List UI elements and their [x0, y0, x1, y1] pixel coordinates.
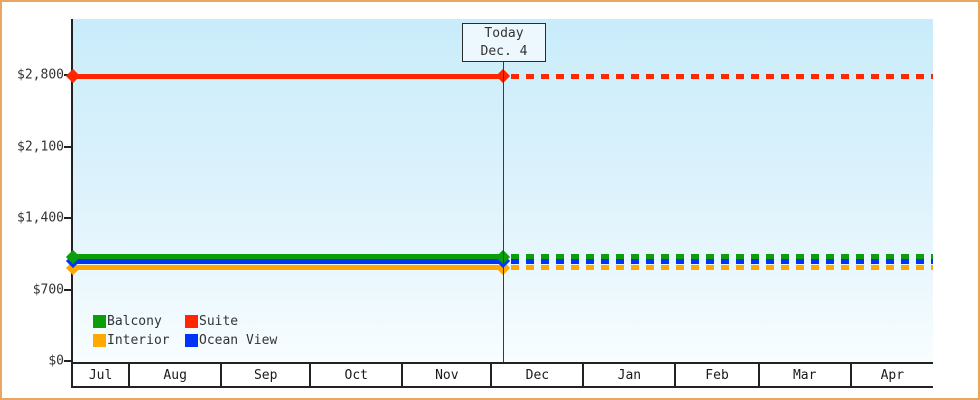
today-date: Dec. 4	[480, 44, 528, 59]
legend-label: Suite	[199, 314, 239, 329]
series-line-ocean-view-projection	[511, 258, 933, 264]
y-axis-label: $700	[32, 282, 64, 297]
series-line-interior-projection	[511, 265, 933, 271]
month-cell-dec: Dec	[490, 364, 582, 386]
legend: Balcony Suite Interior Ocean View	[93, 314, 278, 348]
legend-swatch-balcony	[93, 315, 106, 328]
y-axis-label: $0	[48, 353, 64, 369]
series-line-ocean-view-history	[73, 258, 503, 264]
y-axis-tick	[64, 217, 72, 219]
series-line-balcony-history	[73, 254, 503, 260]
month-cell-aug: Aug	[128, 364, 220, 386]
y-axis-tick	[64, 145, 72, 148]
y-axis-label: $2,800	[17, 67, 64, 83]
today-label: Today	[484, 26, 524, 41]
series-line-balcony-projection	[511, 254, 933, 260]
legend-swatch-interior	[93, 334, 106, 347]
y-axis-tick	[64, 360, 72, 362]
x-axis-month-strip: Jul Aug Sep Oct Nov Dec Jan Feb Mar Apr	[71, 362, 933, 388]
legend-swatch-suite	[185, 315, 198, 328]
legend-label: Ocean View	[199, 333, 278, 348]
today-annotation: Today Dec. 4	[462, 23, 546, 62]
series-line-suite-projection	[511, 73, 933, 79]
legend-label: Interior	[107, 333, 170, 348]
y-axis	[71, 19, 73, 363]
today-marker-line	[503, 60, 504, 362]
month-cell-jul: Jul	[71, 364, 128, 386]
legend-item-balcony: Balcony	[93, 314, 185, 329]
series-line-suite-history	[73, 73, 503, 79]
legend-item-interior: Interior	[93, 333, 185, 348]
legend-swatch-ocean-view	[185, 334, 198, 347]
month-cell-apr: Apr	[849, 364, 933, 386]
y-axis-tick	[64, 288, 72, 291]
y-axis-label: $1,400	[17, 210, 64, 226]
month-cell-oct: Oct	[309, 364, 401, 386]
y-axis-label: $2,100	[17, 139, 64, 154]
legend-label: Balcony	[107, 314, 162, 329]
legend-item-suite: Suite	[185, 314, 277, 329]
month-cell-jan: Jan	[582, 364, 674, 386]
month-cell-feb: Feb	[674, 364, 757, 386]
month-cell-mar: Mar	[757, 364, 850, 386]
legend-item-ocean-view: Ocean View	[185, 333, 278, 348]
month-cell-nov: Nov	[401, 364, 490, 386]
month-cell-sep: Sep	[220, 364, 309, 386]
series-line-interior-history	[73, 265, 503, 271]
